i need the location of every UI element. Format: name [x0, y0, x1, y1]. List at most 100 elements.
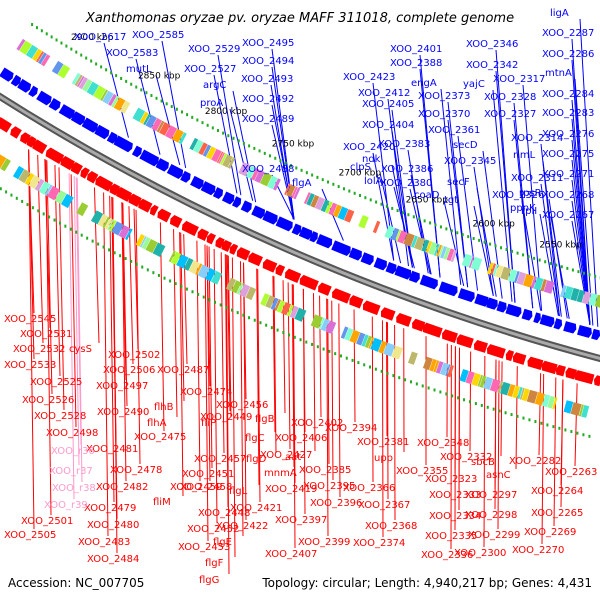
gene-label[interactable]: XOO_2345 — [444, 156, 496, 167]
gene-label[interactable]: XOO_2506 — [103, 365, 155, 376]
gene-label[interactable]: ppnK — [510, 203, 536, 214]
gene-label[interactable]: flgA — [292, 178, 312, 189]
gene-label[interactable]: rpsR — [519, 188, 542, 199]
gene-label[interactable]: flgL — [229, 486, 248, 497]
gene-label[interactable]: XOO_2284 — [542, 89, 594, 100]
gene-label[interactable]: yajC — [463, 79, 485, 90]
gene-label[interactable]: XOO_2532 — [13, 344, 65, 355]
gene-label[interactable]: XOO_2427 — [260, 450, 312, 461]
gene-label[interactable]: XOO_2419 — [265, 484, 317, 495]
gene-label[interactable]: rimL — [513, 150, 536, 161]
gene-label[interactable]: asnC — [486, 470, 511, 481]
gene-label[interactable]: XOO_2333 — [429, 490, 481, 501]
gene-label[interactable]: mtnA — [545, 68, 572, 79]
gene-label[interactable]: XOO_2336 — [421, 550, 473, 561]
gene-label[interactable]: XOO_2373 — [418, 91, 470, 102]
gene-label[interactable]: XOO_2311 — [511, 173, 563, 184]
gene-label[interactable]: flgG — [199, 575, 219, 586]
gene-label[interactable]: XOO_2299 — [468, 530, 520, 541]
gene-label[interactable]: XOO_2457 — [194, 454, 246, 465]
gene-label[interactable]: proA — [200, 98, 223, 109]
gene-label[interactable]: XOO_2275 — [542, 149, 594, 160]
gene-label[interactable]: XOO_2394 — [325, 423, 377, 434]
gene-label[interactable]: XOO_2335 — [425, 531, 477, 542]
gene-label[interactable]: XOO_2451 — [182, 469, 234, 480]
gene-label[interactable]: XOO_2526 — [22, 395, 74, 406]
gene-label[interactable]: fliP — [201, 418, 216, 429]
gene-label[interactable]: XOO_2479 — [84, 503, 136, 514]
gene-label[interactable]: XOO_2380 — [380, 178, 432, 189]
gene-label[interactable]: coaD — [414, 190, 440, 201]
gene-label[interactable]: XOO_2270 — [512, 545, 564, 556]
gene-label[interactable]: argC — [203, 80, 226, 91]
gene-label[interactable]: XOO_2370 — [418, 109, 470, 120]
gene-label[interactable]: XOO_2399 — [298, 537, 350, 548]
gene-label[interactable]: mnmA — [264, 468, 297, 479]
gene-label[interactable]: XOO_2298 — [465, 510, 517, 521]
gene-label[interactable]: XOO_2497 — [96, 381, 148, 392]
gene-label[interactable]: upp — [374, 453, 393, 464]
gene-label[interactable]: XOO_2265 — [531, 508, 583, 519]
gene-label[interactable]: clpS — [350, 162, 371, 173]
gene-label[interactable]: XOO_2397 — [275, 515, 327, 526]
gene-label[interactable]: XOO_2478 — [110, 465, 162, 476]
gene-label[interactable]: XOO_2381 — [357, 437, 409, 448]
gene-label[interactable]: XOO_2533 — [4, 360, 56, 371]
gene-label[interactable]: XOO_2327 — [484, 109, 536, 120]
gene-label[interactable]: XOO_2346 — [466, 39, 518, 50]
gene-label[interactable]: XOO_2483 — [78, 537, 130, 548]
gene-label[interactable]: XOO_2482 — [96, 482, 148, 493]
gene-label[interactable]: XOO_2474 — [180, 387, 232, 398]
gene-label[interactable]: XOO_2488 — [242, 164, 294, 175]
gene-label[interactable]: XOO_2317 — [493, 74, 545, 85]
gene-label[interactable]: XOO_r39 — [44, 500, 88, 511]
gene-label[interactable]: XOO_2287 — [542, 28, 594, 39]
gene-label[interactable]: XOO_2480 — [87, 520, 139, 531]
gene-label[interactable]: XOO_2493 — [241, 74, 293, 85]
gene-label[interactable]: flgE — [213, 537, 232, 548]
gene-label[interactable]: XOO_2405 — [362, 99, 414, 110]
gene-label[interactable]: XOO_2458 — [180, 482, 232, 493]
gene-label[interactable]: XOO_2484 — [87, 554, 139, 565]
gene-label[interactable]: XOO_2487 — [157, 365, 209, 376]
gene-label[interactable]: XOO_2449 — [200, 412, 252, 423]
gene-label[interactable]: XOO_2475 — [134, 432, 186, 443]
gene-label[interactable]: XOO_2492 — [242, 94, 294, 105]
gene-label[interactable]: XOO_2527 — [184, 64, 236, 75]
gene-label[interactable]: XOO_2361 — [428, 125, 480, 136]
gene-label[interactable]: XOO_r37 — [49, 466, 93, 477]
gene-label[interactable]: aat — [285, 452, 301, 463]
gene-label[interactable]: XOO_2448 — [198, 508, 250, 519]
gene-label[interactable]: XOO_2267 — [542, 210, 594, 221]
gene-label[interactable]: flgB — [255, 414, 275, 425]
gene-label[interactable]: XOO_2406 — [275, 433, 327, 444]
gene-label[interactable]: flhB — [154, 402, 174, 413]
gene-label[interactable]: XOO_2300 — [454, 548, 506, 559]
gene-label[interactable]: XOO_2396 — [310, 498, 362, 509]
gene-label[interactable]: XOO_2367 — [358, 500, 410, 511]
gene-label[interactable]: XOO_2334 — [429, 511, 481, 522]
gene-label[interactable]: XOO_2453 — [178, 542, 230, 553]
gene-label[interactable]: XOO_2332 — [440, 452, 492, 463]
gene-label[interactable]: fliM — [153, 497, 171, 508]
gene-label[interactable]: XOO_2402 — [291, 418, 343, 429]
gene-label[interactable]: XOO_2502 — [108, 350, 160, 361]
gene-label[interactable]: XOO_2420 — [343, 142, 395, 153]
gene-label[interactable]: XOO_2395 — [303, 481, 355, 492]
gene-label[interactable]: XOO_2489 — [242, 114, 294, 125]
gene-label[interactable]: XOO_2271 — [542, 169, 594, 180]
gene-label[interactable]: XOO_2583 — [106, 48, 158, 59]
gene-label[interactable]: XOO_2528 — [34, 411, 86, 422]
gene-label[interactable]: XOO_2269 — [524, 527, 576, 538]
gene-label[interactable]: XOO_r38 — [52, 483, 96, 494]
gene-label[interactable]: cysS — [69, 344, 92, 355]
gene-label[interactable]: XOO_2529 — [188, 44, 240, 55]
gene-label[interactable]: XOO_2585 — [132, 30, 184, 41]
gene-label[interactable]: XOO_2505 — [4, 530, 56, 541]
gene-label[interactable]: XOO_2423 — [343, 72, 395, 83]
gene-label[interactable]: XOO_2366 — [343, 483, 395, 494]
gene-label[interactable]: XOO_2481 — [86, 444, 138, 455]
gene-label[interactable]: XOO_2263 — [545, 467, 597, 478]
gene-label[interactable]: XOO_2490 — [97, 407, 149, 418]
gene-label[interactable]: XOO_2494 — [242, 56, 294, 67]
